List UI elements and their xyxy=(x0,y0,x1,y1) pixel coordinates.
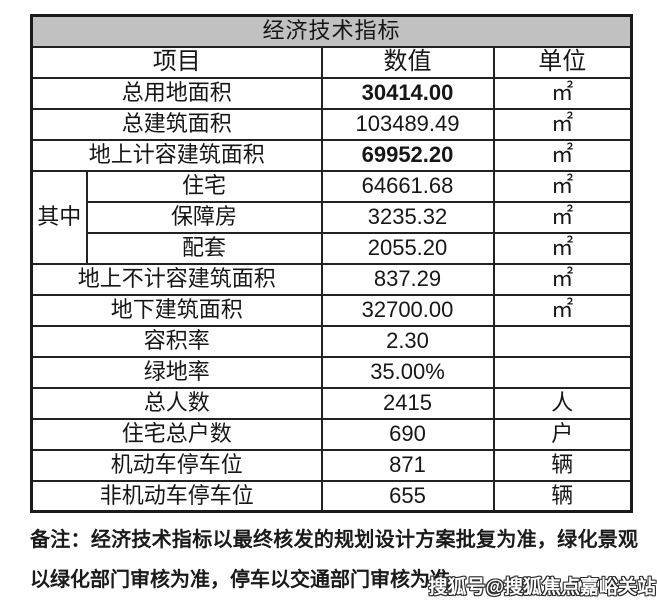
row-label: 容积率 xyxy=(30,324,323,358)
footnote: 备注：经济技术指标以最终核发的规划设计方案批复为准，绿化景观以绿化部门审核为准，… xyxy=(30,520,638,600)
row-label: 总建筑面积 xyxy=(30,107,323,141)
indicators-table: 经济技术指标 项目 数值 单位 总用地面积 30414.00 ㎡ 总建筑面积 1… xyxy=(30,14,634,513)
table-row: 机动车停车位 871 辆 xyxy=(30,448,633,482)
table-row: 总建筑面积 103489.49 ㎡ xyxy=(30,107,633,141)
row-value: 3235.32 xyxy=(320,200,495,234)
row-unit: ㎡ xyxy=(492,200,633,234)
row-label: 地上计容建筑面积 xyxy=(30,138,323,172)
table-row: 非机动车停车位 655 辆 xyxy=(30,479,633,513)
row-unit: ㎡ xyxy=(492,107,633,141)
row-unit: ㎡ xyxy=(492,138,633,172)
row-unit: 人 xyxy=(492,386,633,420)
row-value: 2.30 xyxy=(320,324,495,358)
table-row: 其中 住宅 64661.68 ㎡ xyxy=(30,169,633,265)
row-label: 保障房 xyxy=(85,200,323,234)
row-unit: ㎡ xyxy=(492,76,633,110)
table-row: 住宅总户数 690 户 xyxy=(30,417,633,451)
row-unit: 辆 xyxy=(492,479,633,513)
table-row: 绿地率 35.00% xyxy=(30,355,633,389)
table-row: 地下建筑面积 32700.00 ㎡ xyxy=(30,293,633,327)
row-unit: ㎡ xyxy=(492,262,633,296)
table-title: 经济技术指标 xyxy=(30,14,633,48)
row-label: 绿地率 xyxy=(30,355,323,389)
row-label: 配套 xyxy=(85,231,323,265)
column-header-value: 数值 xyxy=(320,45,495,79)
footnote-text: 经济技术指标以最终核发的规划设计方案批复为准，绿化景观以绿化部门审核为准，停车以… xyxy=(30,529,639,591)
row-value: 837.29 xyxy=(320,262,495,296)
row-label: 住宅 xyxy=(85,169,323,203)
table-row: 地上计容建筑面积 69952.20 ㎡ xyxy=(30,138,633,172)
row-value: 690 xyxy=(320,417,495,451)
column-header-unit: 单位 xyxy=(492,45,633,79)
table-row: 地上不计容建筑面积 837.29 ㎡ xyxy=(30,262,633,296)
row-unit: ㎡ xyxy=(492,169,633,203)
row-unit xyxy=(492,355,633,389)
column-header-item: 项目 xyxy=(30,45,323,79)
row-value: 2415 xyxy=(320,386,495,420)
row-label: 机动车停车位 xyxy=(30,448,323,482)
row-value: 871 xyxy=(320,448,495,482)
row-label: 地下建筑面积 xyxy=(30,293,323,327)
row-value: 2055.20 xyxy=(320,231,495,265)
table-row: 容积率 2.30 xyxy=(30,324,633,358)
table-row: 总人数 2415 人 xyxy=(30,386,633,420)
header-row: 项目 数值 单位 xyxy=(30,45,633,79)
group-label: 其中 xyxy=(30,169,88,265)
row-label: 住宅总户数 xyxy=(30,417,323,451)
footnote-prefix: 备注： xyxy=(30,529,91,551)
row-value: 35.00% xyxy=(320,355,495,389)
row-value: 103489.49 xyxy=(320,107,495,141)
row-unit: ㎡ xyxy=(492,231,633,265)
row-label: 总用地面积 xyxy=(30,76,323,110)
watermark: 搜狐号@搜狐焦点嘉峪关站 xyxy=(428,577,656,598)
row-label: 非机动车停车位 xyxy=(30,479,323,513)
row-value: 69952.20 xyxy=(320,138,495,172)
row-unit: 户 xyxy=(492,417,633,451)
row-unit: 辆 xyxy=(492,448,633,482)
row-label: 总人数 xyxy=(30,386,323,420)
table-row: 保障房 3235.32 ㎡ xyxy=(32,200,633,234)
table-row: 总用地面积 30414.00 ㎡ xyxy=(30,76,633,110)
row-value: 64661.68 xyxy=(320,169,495,203)
row-unit xyxy=(492,324,633,358)
row-value: 32700.00 xyxy=(320,293,495,327)
row-label: 地上不计容建筑面积 xyxy=(30,262,323,296)
row-value: 655 xyxy=(320,479,495,513)
table-row: 配套 2055.20 ㎡ xyxy=(32,231,633,265)
row-value: 30414.00 xyxy=(320,76,495,110)
row-unit: ㎡ xyxy=(492,293,633,327)
title-row: 经济技术指标 xyxy=(30,14,633,48)
